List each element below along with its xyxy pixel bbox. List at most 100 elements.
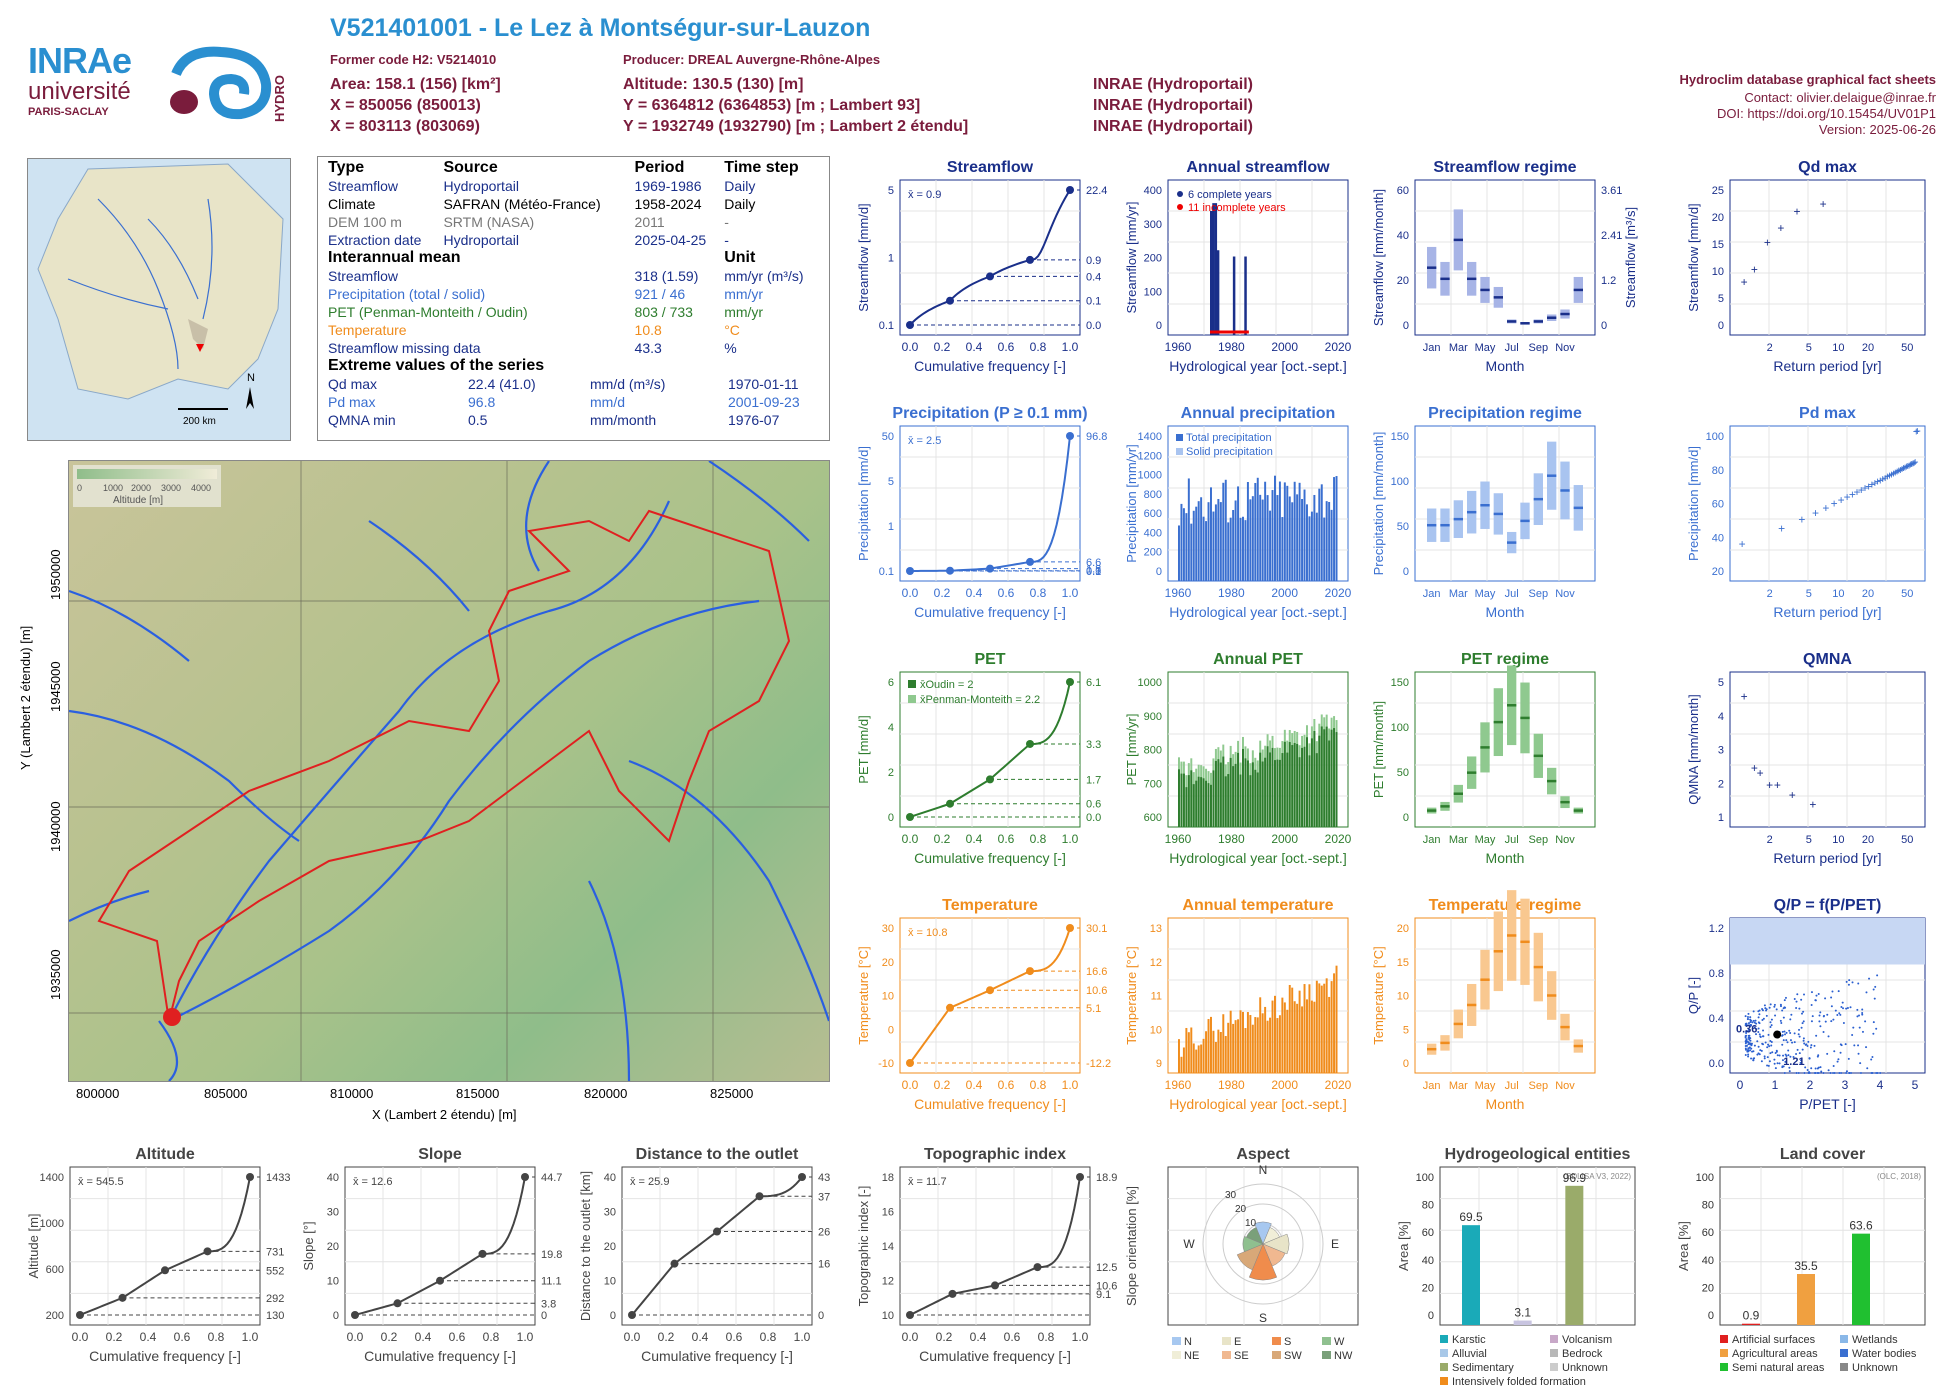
aspect-sector: [1246, 1227, 1264, 1245]
area: Area: 158.1 (156) [km²]: [330, 76, 501, 93]
plot-area: [899, 425, 1081, 582]
bar: [1320, 726, 1323, 827]
data-point: [1749, 1049, 1752, 1052]
legend-swatch: [1720, 1335, 1728, 1343]
data-point: [1822, 1030, 1825, 1033]
data-point: [1809, 1046, 1812, 1049]
bar: [1242, 748, 1244, 827]
bar: [1325, 726, 1328, 827]
right-tick-label: 22.4: [1086, 185, 1107, 197]
bar: [1254, 1017, 1257, 1073]
value-label: 96.9: [1563, 1171, 1587, 1185]
x-axis-label: Cumulative frequency [-]: [914, 358, 1066, 374]
data-point: [1763, 1057, 1766, 1060]
bar: [1224, 1036, 1227, 1073]
y-tick-label: 1.2: [1709, 923, 1724, 935]
bar: [1234, 763, 1237, 827]
svg-text:200 km: 200 km: [183, 416, 216, 427]
x-tick-label: 1.0: [1062, 586, 1079, 600]
bar: [1264, 757, 1267, 827]
x-tick-label: 1.0: [1072, 1330, 1089, 1344]
bar: [1261, 499, 1264, 581]
qp_ppet-chart: Q/P = f(P/PET)P/PET [-]Q/P [-]0.361.210 1…: [1686, 897, 1926, 1112]
x-tick-label: 1980: [1218, 1078, 1245, 1092]
y-tick-label: 0.1: [879, 566, 894, 578]
y-tick-label: 14: [882, 1241, 894, 1253]
data-point: [1745, 1031, 1748, 1034]
data-point: [1826, 1013, 1829, 1016]
data-point: [1810, 1044, 1813, 1047]
bar: [1286, 1009, 1289, 1073]
data-point: +: [1892, 465, 1899, 479]
x-tick-label: 0.8: [483, 1330, 500, 1344]
bar: [1214, 760, 1217, 827]
data-point: [1845, 1070, 1848, 1073]
y-tick-label: 60: [1397, 185, 1409, 197]
data-point: [1763, 1055, 1766, 1058]
bar: [1271, 747, 1274, 827]
plot-area: [899, 917, 1081, 1074]
chart-title: Annual precipitation: [1181, 405, 1336, 422]
data-point: +: [1886, 468, 1893, 482]
data-point: [1842, 1022, 1845, 1025]
bar: [1237, 1019, 1240, 1073]
bar: [1244, 758, 1247, 827]
data-point: [1769, 1039, 1772, 1042]
x-tick-label: 0.6: [174, 1330, 191, 1344]
data-point: [1753, 1044, 1756, 1047]
data-point: [1800, 998, 1803, 1001]
data-point: [1788, 1029, 1791, 1032]
x-tick-label: 0.2: [934, 1078, 951, 1092]
data-point: [1800, 1059, 1803, 1062]
y-axis-label: Area [%]: [1396, 1221, 1411, 1271]
aspect-sector: [1262, 1233, 1290, 1255]
data-point: [1872, 1021, 1875, 1024]
plot-area: [899, 1166, 1091, 1326]
bar: [1180, 773, 1183, 827]
y-tick-label: 30: [882, 923, 894, 935]
data-point: +: [1912, 455, 1919, 469]
data-point: +: [1794, 205, 1801, 219]
x-tick-label: 0.6: [726, 1330, 743, 1344]
bar: [1274, 475, 1276, 581]
x-tick-label: Jan: [1423, 1080, 1441, 1092]
y-axis-label: Temperature [°C]: [1124, 946, 1139, 1044]
data-point: [1838, 1012, 1841, 1015]
x-tick-label: 10: [1832, 834, 1844, 846]
data-point: [1830, 1005, 1833, 1008]
data-point: [1746, 1030, 1749, 1033]
former-code: Former code H2: V5214010: [330, 52, 497, 67]
x-tick-label: 0: [1737, 1078, 1744, 1092]
data-point: [1849, 1006, 1852, 1009]
qd_max-chart: Qd max Return period [yr] Streamflow [mm/d…: [1686, 159, 1926, 374]
right-tick-label: -12.2: [1086, 1058, 1111, 1070]
y-tick-label: 10: [327, 1276, 339, 1288]
x-tick-label: 0.2: [381, 1330, 398, 1344]
data-point: [1774, 1051, 1777, 1054]
svg-text:4000: 4000: [191, 483, 211, 493]
data-point: [1839, 1051, 1842, 1054]
data-point: +: [1751, 262, 1758, 276]
legend-swatch: [1720, 1363, 1728, 1371]
y2-axis-label: Streamflow [m³/s]: [1623, 207, 1638, 308]
y-tick-label: 10: [1150, 1024, 1162, 1036]
bar: [1216, 250, 1220, 335]
chart-title: QMNA: [1803, 651, 1852, 668]
bar: [1222, 482, 1225, 581]
data-point: [1750, 1057, 1753, 1060]
data-point: [1757, 1031, 1760, 1034]
x-axis-label: Month: [1486, 1096, 1525, 1112]
data-point: [1773, 1062, 1776, 1065]
data-point: +: [1751, 761, 1758, 775]
x-tick-label: Jul: [1505, 588, 1519, 600]
bar: [1227, 1022, 1230, 1073]
data-point: [1760, 1049, 1763, 1052]
x-tick-label: Sep: [1529, 1080, 1549, 1092]
legend-label: Intensively folded formation: [1452, 1376, 1586, 1386]
legend-swatch: [1840, 1349, 1848, 1357]
x-tick-label: 0.8: [1038, 1330, 1055, 1344]
x-tick-label: 1: [1772, 1078, 1779, 1092]
bar: [1210, 210, 1213, 335]
x-tick-label: 1.0: [1062, 832, 1079, 846]
data-point: [1761, 1018, 1764, 1021]
